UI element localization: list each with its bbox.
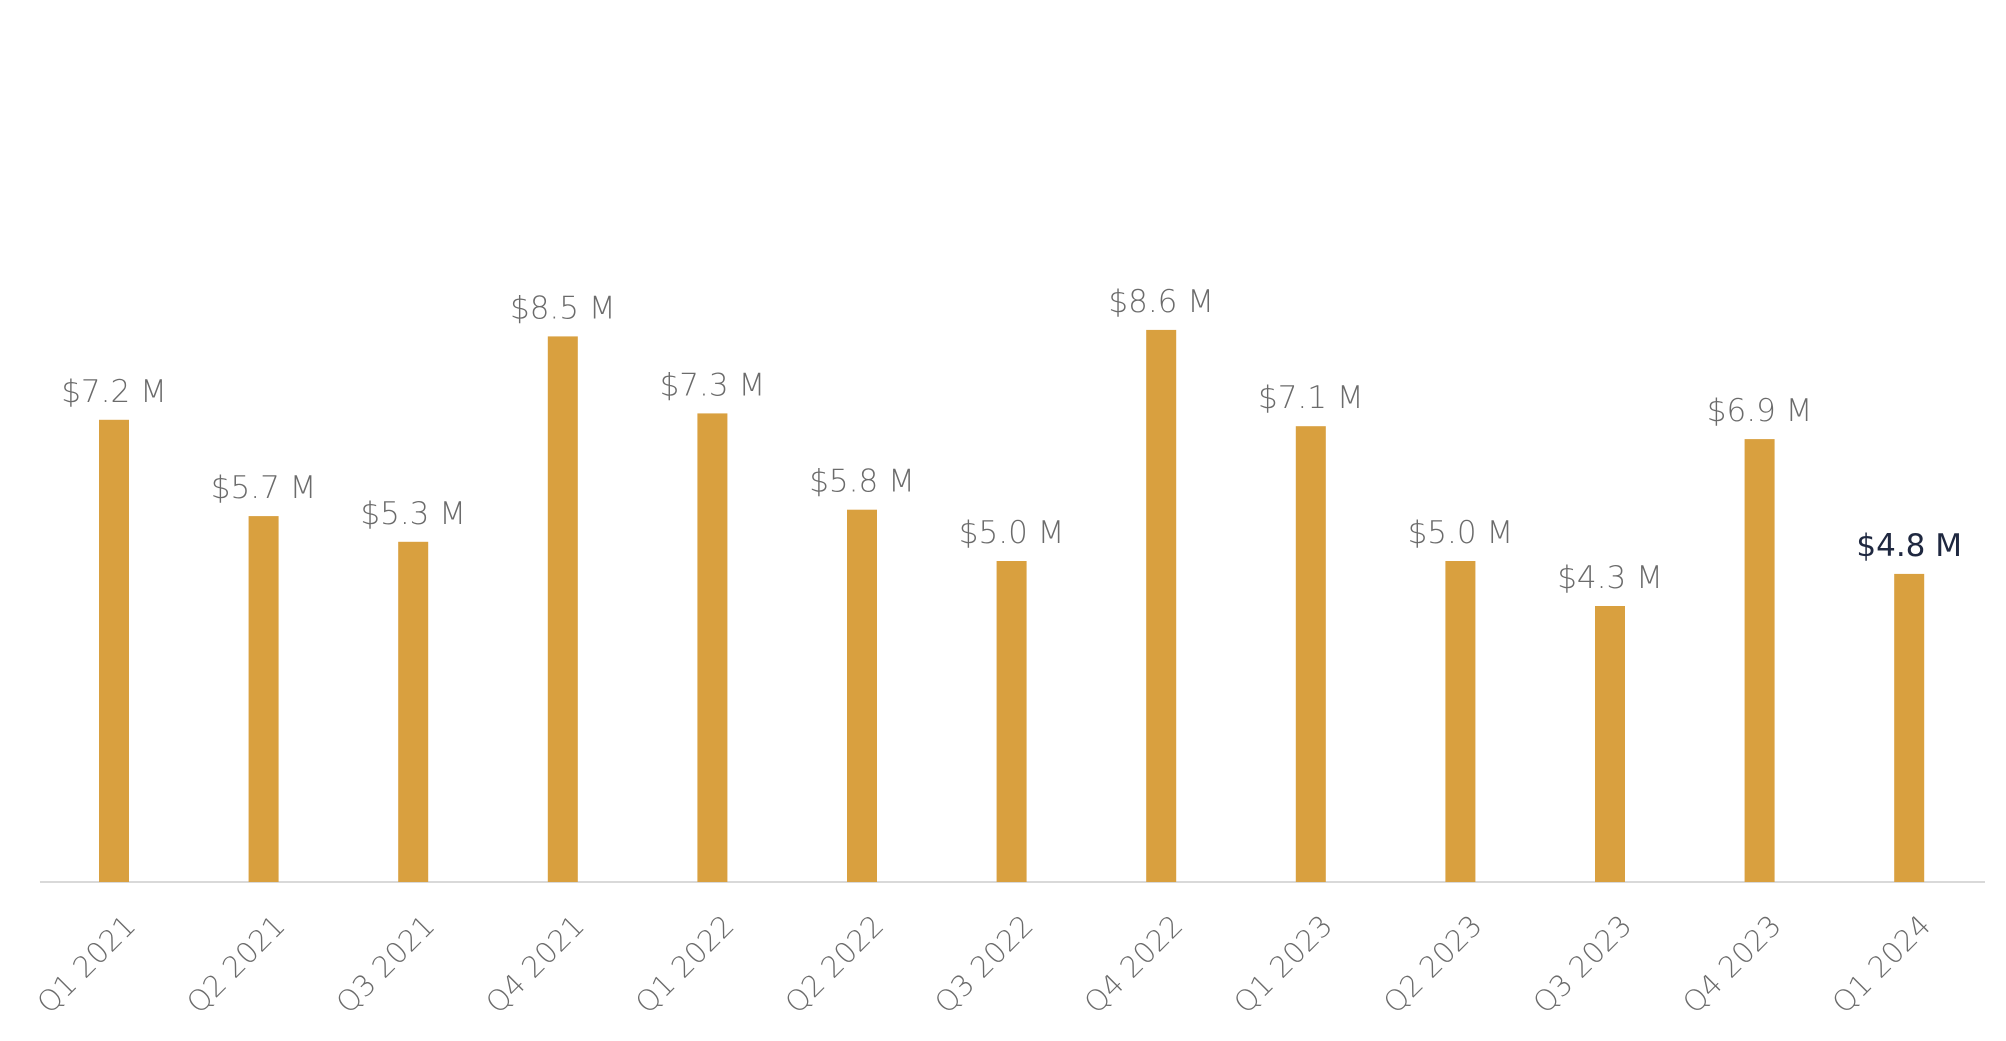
data-label-q4-2023: $6.9 M	[1707, 393, 1813, 429]
bar-q2-2023	[1445, 561, 1476, 882]
data-label-q1-2024: $4.8 M	[1856, 528, 1962, 564]
bar-q1-2021	[99, 419, 129, 882]
data-label-q2-2022: $5.8 M	[809, 464, 915, 500]
bar-q3-2023	[1595, 606, 1625, 882]
x-tick-label-q1-2022: Q1 2022	[629, 908, 741, 1020]
bar-q3-2022	[996, 561, 1027, 882]
bar-q4-2021	[547, 336, 578, 882]
x-tick-label-q1-2021: Q1 2021	[30, 908, 142, 1020]
x-tick-label-q1-2023: Q1 2023	[1227, 908, 1339, 1020]
bar-q1-2022	[697, 413, 728, 882]
x-tick-label-q3-2023: Q3 2023	[1526, 908, 1638, 1020]
data-label-q3-2023: $4.3 M	[1557, 560, 1663, 596]
data-label-q2-2021: $5.7 M	[211, 470, 317, 506]
data-label-q4-2021: $8.5 M	[510, 290, 616, 326]
data-labels-group: $7.2 M $5.7 M $5.3 M $8.5 M $7.3 M $5.8 M $5.0…	[61, 284, 1962, 596]
bars-group	[99, 329, 1925, 882]
data-label-q1-2023: $7.1 M	[1258, 380, 1364, 416]
bar-q4-2023	[1744, 439, 1775, 882]
x-tick-labels-group: Q1 2021 Q2 2021 Q3 2021 Q4 2021 Q1 2022 Q2 20…	[30, 908, 1937, 1020]
x-tick-label-q2-2023: Q2 2023	[1377, 908, 1489, 1020]
data-label-q1-2022: $7.3 M	[660, 367, 766, 403]
data-label-q2-2023: $5.0 M	[1408, 515, 1514, 551]
bar-q1-2023	[1295, 426, 1326, 882]
bar-q4-2022	[1146, 329, 1177, 882]
data-label-q4-2022: $8.6 M	[1108, 284, 1214, 320]
x-tick-label-q4-2021: Q4 2021	[479, 908, 591, 1020]
x-tick-label-q2-2022: Q2 2022	[778, 908, 890, 1020]
x-tick-label-q3-2022: Q3 2022	[928, 908, 1040, 1020]
bar-q3-2021	[398, 541, 429, 882]
data-label-q3-2021: $5.3 M	[360, 496, 466, 532]
x-tick-label-q4-2022: Q4 2022	[1077, 908, 1189, 1020]
data-label-q3-2022: $5.0 M	[959, 515, 1065, 551]
x-tick-label-q2-2021: Q2 2021	[180, 908, 292, 1020]
bar-q2-2021	[248, 516, 279, 882]
x-tick-label-q1-2024: Q1 2024	[1825, 908, 1937, 1020]
bar-q1-2024	[1894, 573, 1925, 882]
x-tick-label-q4-2023: Q4 2023	[1676, 908, 1788, 1020]
data-label-q1-2021: $7.2 M	[61, 374, 167, 410]
bar-q2-2022	[847, 509, 877, 882]
x-tick-label-q3-2021: Q3 2021	[329, 908, 441, 1020]
